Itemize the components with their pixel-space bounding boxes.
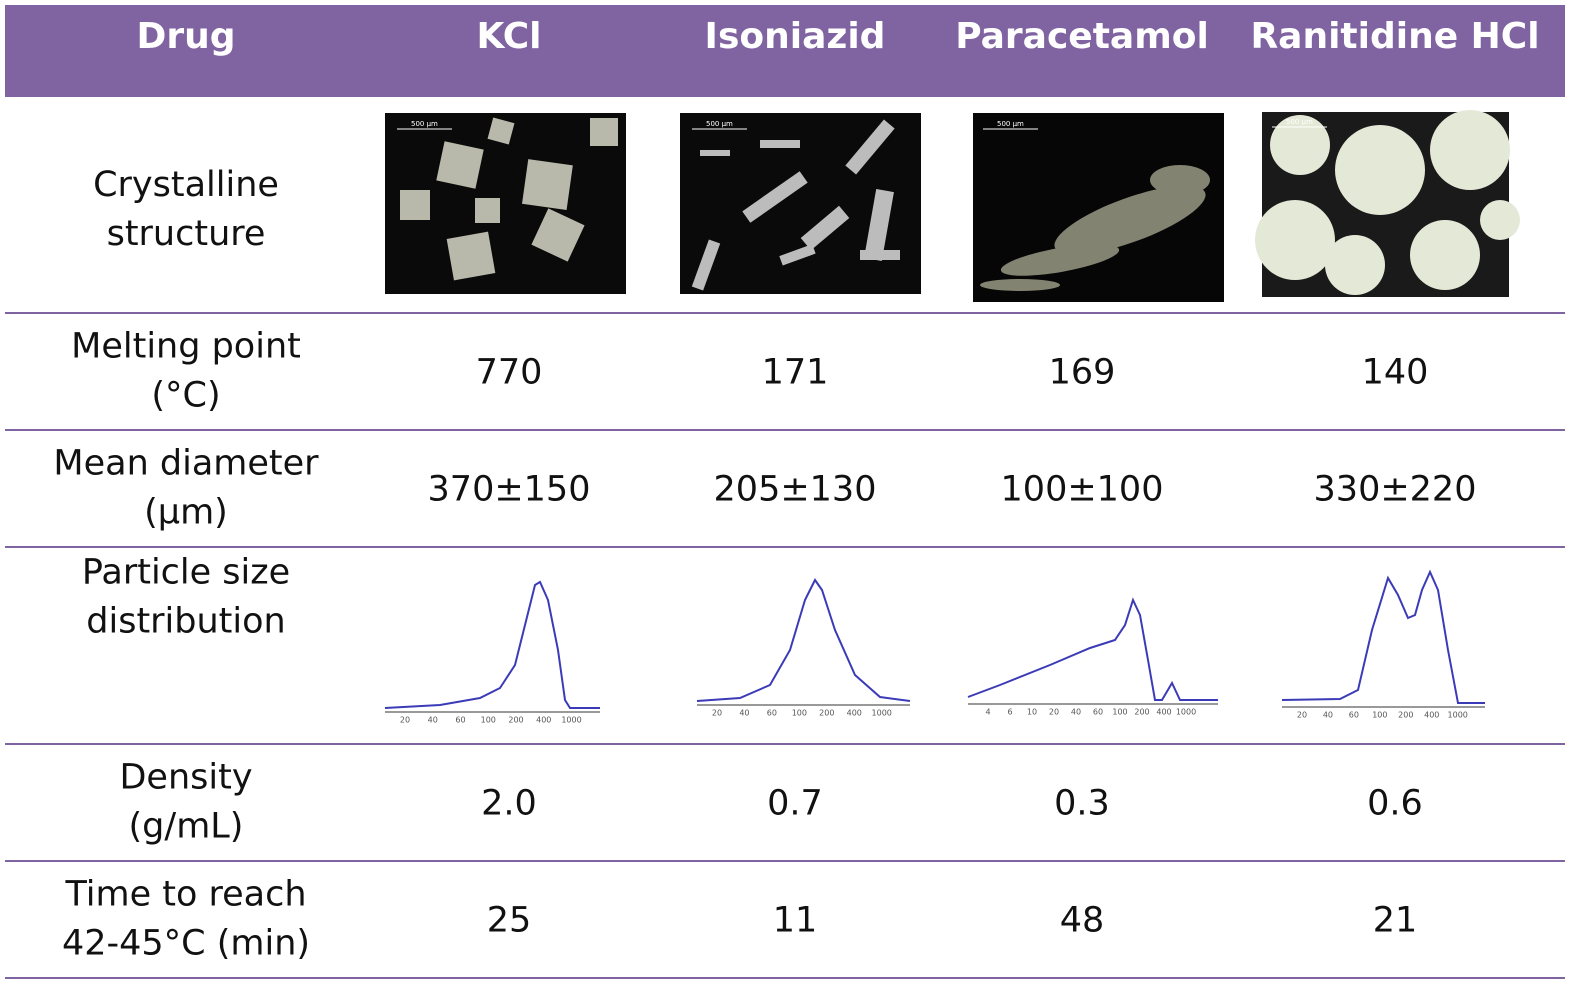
axis-tick-label: 100 bbox=[792, 709, 807, 718]
curve-ranitidine bbox=[1281, 569, 1485, 704]
axis-tick-label: 20 bbox=[1049, 708, 1059, 717]
axis-tick-label: 40 bbox=[428, 716, 438, 725]
header-cell: Paracetamol bbox=[955, 16, 1209, 57]
row-label: (g/mL) bbox=[129, 807, 244, 847]
cell-value: 140 bbox=[1362, 353, 1429, 393]
axis-tick-label: 10 bbox=[1027, 708, 1037, 717]
axis-tick-label: 200 bbox=[1398, 711, 1413, 720]
axis-tick-label: 60 bbox=[767, 709, 777, 718]
axis-tick-label: 100 bbox=[1112, 708, 1127, 717]
axis-tick-label: 20 bbox=[1297, 711, 1307, 720]
header-cell: Ranitidine HCl bbox=[1250, 16, 1539, 57]
cell-value: 0.3 bbox=[1054, 784, 1110, 824]
scale-label: 500 µm bbox=[411, 120, 438, 128]
row-label: Density bbox=[119, 758, 252, 798]
axis-tick-label: 400 bbox=[536, 716, 551, 725]
axis-tick-label: 60 bbox=[455, 716, 465, 725]
cell-value: 770 bbox=[476, 353, 543, 393]
axis-tick-label: 100 bbox=[481, 716, 496, 725]
axis-tick-label: 200 bbox=[508, 716, 523, 725]
axis-tick-label: 400 bbox=[847, 709, 862, 718]
cell-value: 11 bbox=[773, 901, 818, 941]
axis-tick-label: 60 bbox=[1093, 708, 1103, 717]
cell-value: 2.0 bbox=[481, 784, 537, 824]
scale-label: 500 µm bbox=[1286, 118, 1313, 126]
axis-tick-label: 4 bbox=[985, 708, 990, 717]
row-label: Mean diameter bbox=[53, 444, 319, 484]
curve-isoniazid bbox=[696, 578, 911, 702]
axis-tick-label: 200 bbox=[819, 709, 834, 718]
cell-value: 370±150 bbox=[428, 470, 591, 510]
axis-tick-label: 40 bbox=[1323, 711, 1333, 720]
cell-value: 25 bbox=[487, 901, 532, 941]
axis-tick-label: 1000 bbox=[561, 716, 581, 725]
row-label: 42-45°C (min) bbox=[62, 924, 310, 964]
curve-paracetamol bbox=[967, 597, 1218, 701]
axis-tick-label: 100 bbox=[1372, 711, 1387, 720]
row-label: distribution bbox=[86, 602, 285, 642]
header-cell: Drug bbox=[136, 16, 235, 57]
axis-tick-label: 1000 bbox=[872, 709, 892, 718]
axis-tick-label: 60 bbox=[1349, 711, 1359, 720]
axis-tick-label: 40 bbox=[1071, 708, 1081, 717]
header-cell: KCl bbox=[476, 16, 541, 57]
row-label: structure bbox=[107, 214, 266, 254]
header-cell: Isoniazid bbox=[705, 16, 886, 57]
axis-tick-label: 1000 bbox=[1448, 711, 1468, 720]
cell-value: 0.7 bbox=[767, 784, 823, 824]
cell-value: 0.6 bbox=[1367, 784, 1423, 824]
row-label: (µm) bbox=[144, 493, 228, 533]
axis-tick-label: 20 bbox=[712, 709, 722, 718]
cell-value: 205±130 bbox=[714, 470, 877, 510]
axis-tick-label: 40 bbox=[739, 709, 749, 718]
axis-tick-label: 1000 bbox=[1176, 708, 1196, 717]
axis-tick-label: 200 bbox=[1134, 708, 1149, 717]
cell-value: 48 bbox=[1060, 901, 1105, 941]
header-band bbox=[5, 5, 1565, 97]
photos bbox=[385, 110, 1520, 302]
axis-tick-label: 400 bbox=[1424, 711, 1439, 720]
row-label: Melting point bbox=[71, 327, 301, 367]
cell-value: 171 bbox=[762, 353, 829, 393]
distribution-curves bbox=[384, 569, 1485, 709]
cell-value: 21 bbox=[1373, 901, 1418, 941]
curve-kcl bbox=[384, 580, 600, 709]
axis-tick-label: 400 bbox=[1156, 708, 1171, 717]
row-label: Time to reach bbox=[64, 875, 306, 915]
axis-tick-label: 20 bbox=[400, 716, 410, 725]
cell-value: 100±100 bbox=[1001, 470, 1164, 510]
row-label: Particle size bbox=[82, 553, 290, 593]
row-label: (°C) bbox=[151, 376, 220, 416]
scale-label: 500 µm bbox=[706, 120, 733, 128]
axis-tick-label: 6 bbox=[1007, 708, 1012, 717]
row-label: Crystalline bbox=[93, 165, 279, 205]
scale-label: 500 µm bbox=[997, 120, 1024, 128]
cell-value: 330±220 bbox=[1314, 470, 1477, 510]
cell-value: 169 bbox=[1049, 353, 1116, 393]
